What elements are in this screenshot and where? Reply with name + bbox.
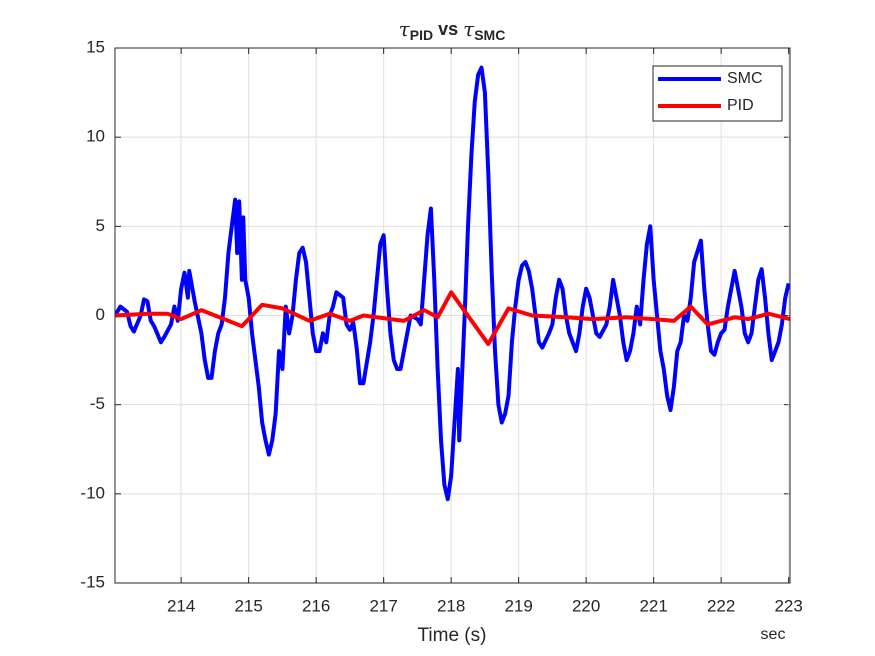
title-part: PID [410,27,433,43]
axes-box [114,47,791,584]
x-tick-label: 217 [369,596,397,615]
y-tick-label: -15 [80,572,105,591]
y-tick-label: -10 [80,483,105,502]
title-part: τ [463,17,475,41]
chart-title: τPID vs τSMC [399,17,506,43]
x-tick-label: 219 [504,596,532,615]
legend-label: SMC [727,70,763,87]
x-axis-label: Time (s) [418,625,487,646]
x-tick-label: 215 [234,596,262,615]
title-part: τ [399,17,411,41]
title-part: vs [433,19,463,39]
x-tick-label: 223 [774,596,802,615]
x-tick-label: 222 [707,596,735,615]
plot-area [115,65,790,502]
y-tick-label: 10 [86,127,105,146]
legend-box [652,65,783,122]
x-unit-label: sec [761,626,786,643]
x-tick-label: 218 [437,596,465,615]
title-part: SMC [474,27,505,43]
legend-label: PID [727,97,754,114]
x-tick-label: 220 [572,596,600,615]
x-tick-label: 221 [639,596,667,615]
series-line [115,290,790,347]
y-tick-label: 15 [86,37,105,56]
series-line [115,65,790,502]
y-tick-label: -5 [90,394,105,413]
x-tick-label: 216 [302,596,330,615]
y-tick-label: 5 [96,216,105,235]
x-tick-label: 214 [167,596,195,615]
y-tick-label: 0 [96,305,105,324]
